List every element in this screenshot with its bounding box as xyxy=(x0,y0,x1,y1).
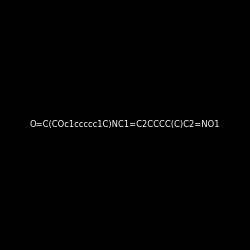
Text: O=C(COc1ccccc1C)NC1=C2CCCC(C)C2=NO1: O=C(COc1ccccc1C)NC1=C2CCCC(C)C2=NO1 xyxy=(30,120,220,130)
